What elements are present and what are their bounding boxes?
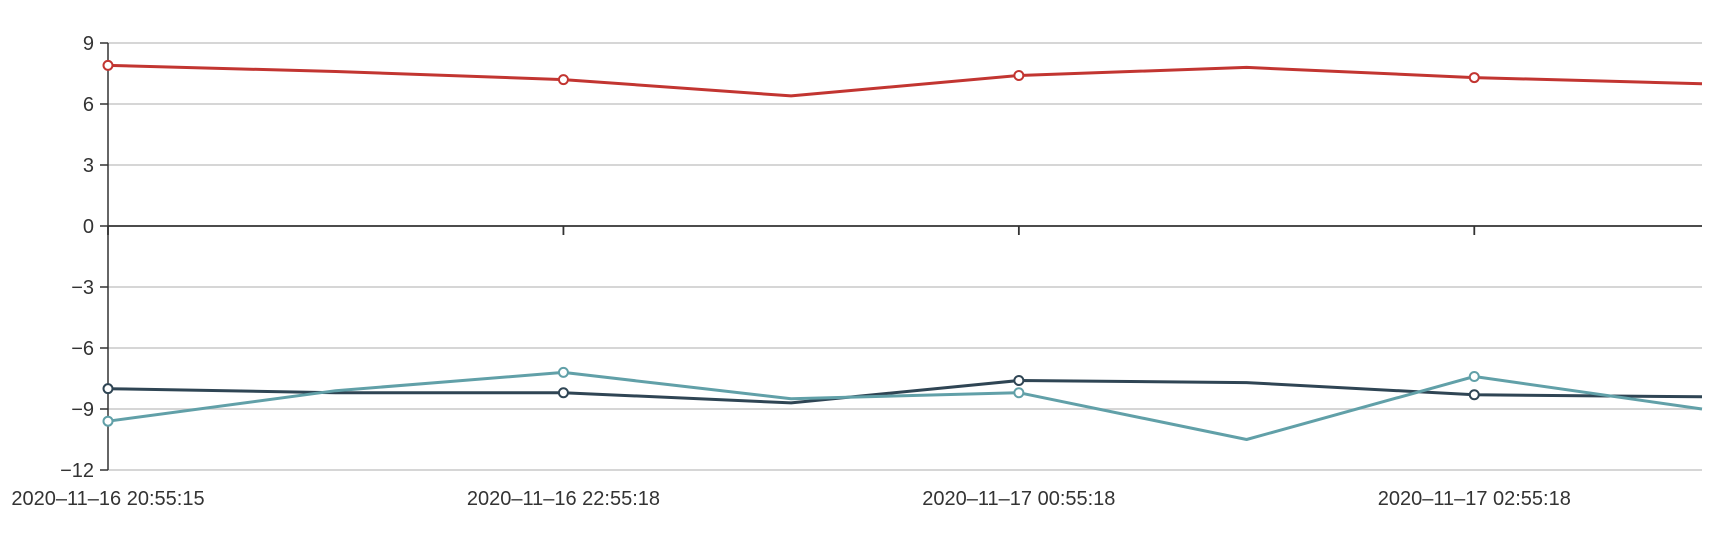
series-group bbox=[102, 59, 1703, 441]
y-tick-label: 3 bbox=[83, 155, 94, 177]
series-teal-point bbox=[1468, 370, 1480, 382]
series-red-point bbox=[1013, 70, 1025, 82]
y-tick-label: −12 bbox=[60, 460, 94, 482]
series-red-point bbox=[557, 74, 569, 86]
y-tick-label: −6 bbox=[71, 338, 94, 360]
grid-lines bbox=[108, 42, 1702, 471]
series-teal-point bbox=[1013, 387, 1025, 399]
x-tick-label: 2020–11–17 02:55:18 bbox=[1378, 488, 1571, 510]
x-tick-label: 2020–11–16 20:55:15 bbox=[11, 488, 204, 510]
series-dark-point bbox=[1468, 389, 1480, 401]
series-red-point bbox=[1468, 72, 1480, 84]
axes bbox=[100, 42, 1702, 471]
x-tick-label: 2020–11–17 00:55:18 bbox=[922, 488, 1115, 510]
y-tick-label: 6 bbox=[83, 94, 94, 116]
series-teal-point bbox=[557, 366, 569, 378]
y-tick-label: −3 bbox=[71, 277, 94, 299]
series-dark-line bbox=[107, 379, 1703, 405]
series-red-point bbox=[102, 59, 114, 71]
series-dark-point bbox=[102, 383, 114, 395]
y-tick-label: −9 bbox=[71, 399, 94, 421]
series-dark-point bbox=[1013, 375, 1025, 387]
series-red-line bbox=[107, 63, 1703, 98]
y-tick-label: 0 bbox=[83, 216, 94, 238]
series-teal-point bbox=[102, 415, 114, 427]
x-tick-label: 2020–11–16 22:55:18 bbox=[467, 488, 660, 510]
tick-labels: 9 6 3 0 −3 −6 −9 −12 2020–11–16 20:55:15 2020–11–… bbox=[11, 33, 1570, 510]
series-teal-line bbox=[107, 370, 1703, 441]
y-tick-label: 9 bbox=[83, 33, 94, 55]
series-dark-point bbox=[557, 387, 569, 399]
